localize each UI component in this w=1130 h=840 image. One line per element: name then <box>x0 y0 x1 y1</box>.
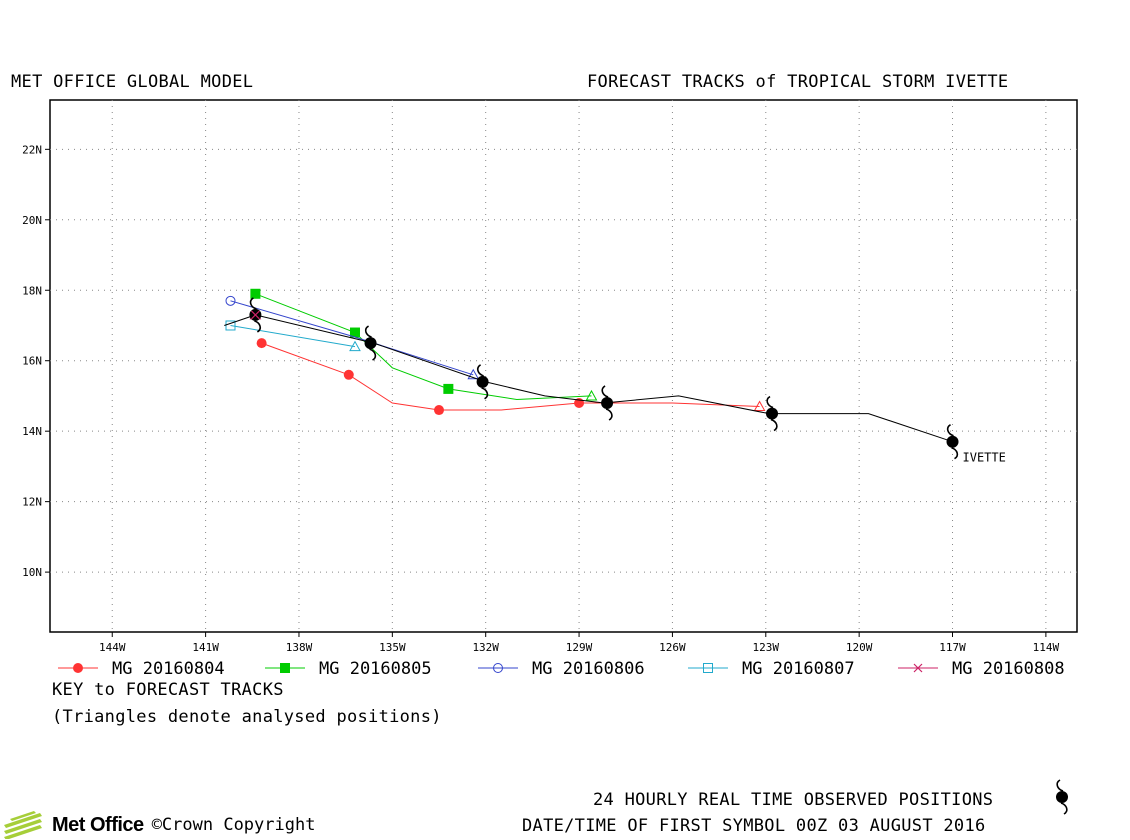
legend-label: MG 20160806 <box>532 659 645 679</box>
legend-marker <box>703 663 713 673</box>
analysed-position-triangle <box>585 389 598 401</box>
storm-symbol-core <box>766 407 779 420</box>
forecast-track-line <box>230 300 474 376</box>
forecast-track-line <box>255 293 592 401</box>
x-tick-label: 117W <box>939 641 966 654</box>
storm-symbol-arm <box>249 297 257 310</box>
forecast-track-line <box>261 342 760 411</box>
met-office-logo-text: Met Office <box>52 813 144 836</box>
x-tick-label: 132W <box>472 641 499 654</box>
y-tick-label: 16N <box>22 355 42 368</box>
forecast-marker <box>250 288 261 299</box>
y-tick-label: 12N <box>22 496 42 509</box>
observed-positions-note: 24 HOURLY REAL TIME OBSERVED POSITIONS <box>593 790 994 810</box>
forecast-track-line <box>230 325 356 348</box>
analysed-position-triangle <box>349 340 361 352</box>
met-office-wave-icon <box>4 811 42 839</box>
observed-storm-symbol-icon <box>1056 779 1068 815</box>
forecast-marker <box>225 295 236 306</box>
forecast-marker <box>250 310 260 320</box>
legend-label: MG 20160804 <box>112 659 225 679</box>
storm-symbol-arm <box>476 364 484 377</box>
legend-marker <box>493 663 503 673</box>
storm-symbol-icon <box>601 385 614 421</box>
storm-symbol-arm <box>1060 802 1068 815</box>
x-tick-label: 129W <box>566 641 593 654</box>
storm-symbol-icon <box>766 395 779 432</box>
first-symbol-datetime: DATE/TIME OF FIRST SYMBOL 00Z 03 AUGUST … <box>522 816 986 836</box>
forecast-marker <box>434 405 445 416</box>
chart-title: FORECAST TRACKS of TROPICAL STORM IVETTE <box>587 72 1009 92</box>
storm-symbol-arm <box>1056 779 1064 792</box>
storm-symbol-arm <box>770 418 778 432</box>
legend-item-0: MG 20160804 <box>58 659 225 679</box>
storm-symbol-core <box>1056 791 1068 803</box>
storm-symbol-icon <box>946 424 959 460</box>
storm-symbol-arm <box>364 325 372 338</box>
x-tick-label: 141W <box>192 641 219 654</box>
legend-item-1: MG 20160805 <box>265 659 432 679</box>
storm-symbol-arm <box>369 348 377 361</box>
legend-label: MG 20160808 <box>952 659 1065 679</box>
legend-item-2: MG 20160806 <box>478 659 645 679</box>
storm-symbol-arm <box>605 408 613 421</box>
legend-item-3: MG 20160807 <box>688 659 855 679</box>
x-tick-label: 114W <box>1033 641 1060 654</box>
chart-header-left: MET OFFICE GLOBAL MODEL <box>11 72 254 92</box>
forecast-series-1 <box>250 288 598 401</box>
forecast-series-3 <box>225 320 361 352</box>
forecast-marker <box>349 327 360 338</box>
storm-symbol-arm <box>951 446 959 460</box>
storm-symbol-icon <box>364 325 377 361</box>
storm-symbol-arm <box>946 424 954 437</box>
storm-symbol-icon <box>476 364 489 400</box>
y-tick-label: 14N <box>22 425 42 438</box>
y-tick-label: 18N <box>22 284 42 297</box>
observed-track-line <box>224 314 953 443</box>
x-tick-label: 123W <box>753 641 780 654</box>
storm-symbol-arm <box>254 320 262 333</box>
forecast-marker <box>343 369 354 380</box>
observed-track: IVETTE <box>224 297 1006 465</box>
copyright-text: ©Crown Copyright <box>151 815 316 835</box>
x-tick-label: 144W <box>99 641 126 654</box>
legend-label: MG 20160807 <box>742 659 855 679</box>
key-title: KEY to FORECAST TRACKS <box>52 680 284 700</box>
plot-frame <box>49 99 1078 633</box>
forecast-marker <box>443 383 454 394</box>
legend-marker <box>73 663 83 673</box>
x-tick-label: 120W <box>846 641 873 654</box>
storm-symbol-core <box>364 337 377 350</box>
analysed-position-triangle <box>753 400 766 412</box>
storm-name-label: IVETTE <box>963 451 1006 465</box>
storm-symbol-arm <box>766 395 774 409</box>
storm-symbol-arm <box>601 385 609 398</box>
y-tick-label: 22N <box>22 143 42 156</box>
x-tick-label: 135W <box>379 641 406 654</box>
forecast-series-2 <box>225 295 480 380</box>
storm-symbol-core <box>601 396 614 409</box>
legend-marker <box>913 663 923 673</box>
y-tick-label: 10N <box>22 566 42 579</box>
forecast-marker <box>256 338 267 349</box>
analysed-position-triangle <box>467 368 480 380</box>
y-tick-label: 20N <box>22 214 42 227</box>
x-tick-label: 138W <box>286 641 313 654</box>
storm-symbol-core <box>476 375 489 388</box>
storm-symbol-arm <box>481 387 489 400</box>
storm-symbol-core <box>946 435 959 448</box>
legend-item-4: MG 20160808 <box>898 659 1065 679</box>
legend-label: MG 20160805 <box>319 659 432 679</box>
key-note: (Triangles denote analysed positions) <box>52 707 442 727</box>
forecast-marker <box>225 320 236 331</box>
met-office-logo: Met Office ©Crown Copyright <box>4 810 315 840</box>
legend-marker <box>280 663 290 673</box>
forecast-series-0 <box>256 338 766 416</box>
x-tick-label: 126W <box>659 641 686 654</box>
